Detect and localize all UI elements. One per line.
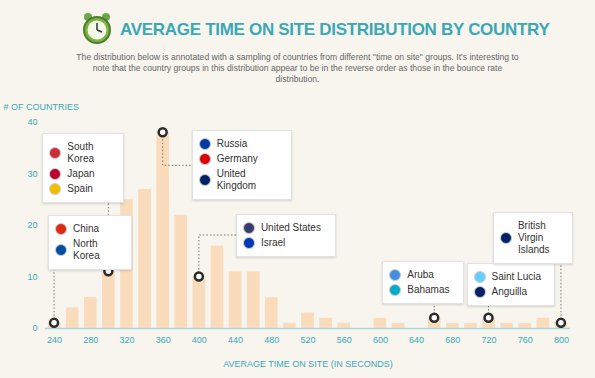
html-text:Aruba: Aruba — [407, 268, 434, 280]
html-text:Germany: Germany — [216, 153, 258, 165]
html-text:Japan: Japan — [67, 168, 95, 180]
html-text:Bahamas: Bahamas — [407, 283, 450, 295]
svg-text:640: 640 — [409, 335, 424, 345]
svg-text:800: 800 — [554, 335, 569, 345]
html-text:United States: United States — [260, 221, 321, 233]
html-text:AVERAGE TIME ON SITE DISTRIBUT: AVERAGE TIME ON SITE DISTRIBUTION BY COU… — [120, 20, 550, 39]
html-text:China: China — [73, 222, 100, 234]
svg-text:# OF COUNTRIES: # OF COUNTRIES — [4, 102, 80, 112]
svg-text:480: 480 — [264, 335, 279, 345]
html-text:United Kingdom: United Kingdom — [216, 168, 257, 192]
html-text:Spain: Spain — [67, 183, 93, 195]
svg-text:720: 720 — [482, 335, 497, 345]
html-text:The distribution below is anno: The distribution below is annotated with… — [76, 52, 519, 84]
svg-text:400: 400 — [192, 335, 207, 345]
svg-text:600: 600 — [373, 335, 388, 345]
svg-text:560: 560 — [337, 335, 352, 345]
svg-text:0: 0 — [32, 323, 37, 333]
svg-text:520: 520 — [300, 335, 315, 345]
svg-text:280: 280 — [83, 335, 98, 345]
html-text:Russia: Russia — [216, 138, 248, 150]
html-text:British Virgin Islands: British Virgin Islands — [517, 219, 550, 255]
svg-text:240: 240 — [47, 335, 62, 345]
html-text:Israel: Israel — [260, 236, 286, 248]
html-text:Anguilla: Anguilla — [491, 285, 528, 297]
svg-text:680: 680 — [445, 335, 460, 345]
svg-text:440: 440 — [228, 335, 243, 345]
svg-text:360: 360 — [156, 335, 171, 345]
svg-text:40: 40 — [27, 117, 37, 127]
html-text:South Korea: South Korea — [67, 141, 94, 165]
svg-text:320: 320 — [119, 335, 134, 345]
html-text:North Korea: North Korea — [73, 237, 100, 261]
svg-text:10: 10 — [27, 272, 37, 282]
html-text:Saint Lucia: Saint Lucia — [491, 270, 541, 282]
svg-text:30: 30 — [27, 169, 37, 179]
svg-text:20: 20 — [27, 220, 37, 230]
svg-text:760: 760 — [518, 335, 533, 345]
svg-text:AVERAGE TIME ON SITE (IN SECON: AVERAGE TIME ON SITE (IN SECONDS) — [223, 359, 393, 369]
